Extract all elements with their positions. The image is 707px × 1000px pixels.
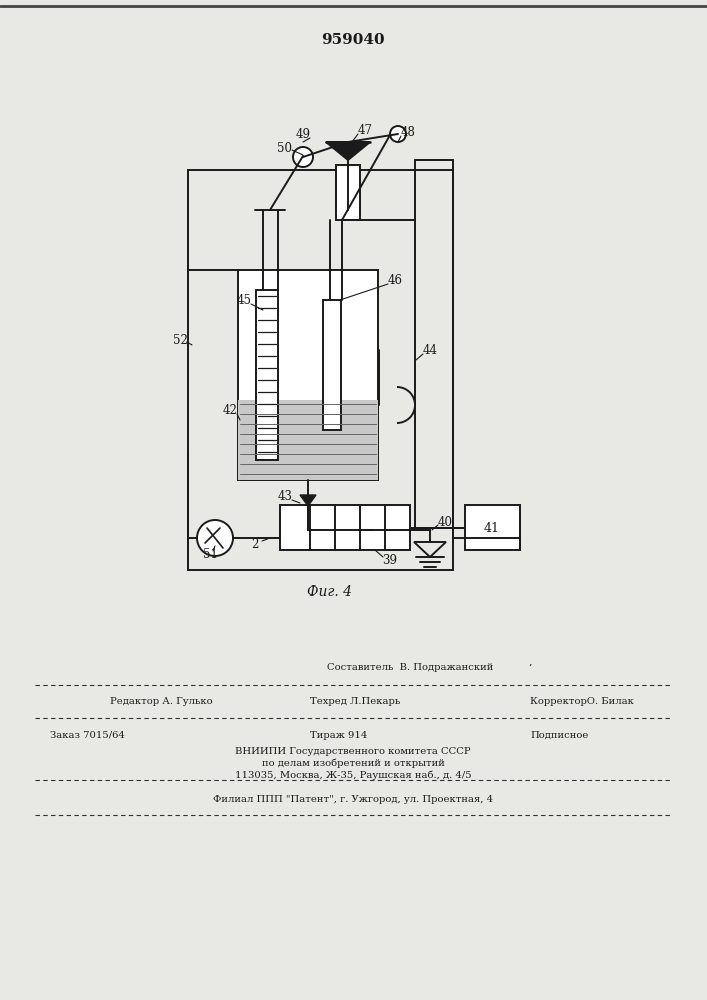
Polygon shape [326, 142, 370, 160]
Text: 49: 49 [296, 127, 310, 140]
Text: 47: 47 [358, 123, 373, 136]
Bar [188, 170, 453, 570]
Bar [465, 505, 520, 550]
Bar [336, 165, 360, 220]
Text: по делам изобретений и открытий: по делам изобретений и открытий [262, 758, 445, 768]
Text: Заказ 7015/64: Заказ 7015/64 [50, 730, 125, 740]
Text: 959040: 959040 [321, 33, 385, 47]
Text: 51: 51 [203, 548, 218, 562]
Text: Филиал ППП "Патент", г. Ужгород, ул. Проектная, 4: Филиал ППП "Патент", г. Ужгород, ул. Про… [213, 796, 493, 804]
Text: Составитель  В. Подражанский: Составитель В. Подражанский [327, 664, 493, 672]
Text: 46: 46 [387, 273, 402, 286]
Text: Техред Л.Пекарь: Техред Л.Пекарь [310, 698, 400, 706]
Text: 43: 43 [278, 489, 293, 502]
Bar [238, 400, 378, 480]
Polygon shape [300, 495, 316, 506]
Text: 45: 45 [237, 294, 252, 306]
Text: 42: 42 [223, 403, 238, 416]
Text: Подписное: Подписное [530, 730, 588, 740]
Circle shape [373, 523, 387, 537]
Bar [256, 290, 278, 460]
Text: ВНИИПИ Государственного комитета СССР: ВНИИПИ Государственного комитета СССР [235, 746, 471, 756]
Text: ’: ’ [528, 664, 532, 672]
Circle shape [197, 520, 233, 556]
Text: 52: 52 [173, 334, 187, 347]
Text: Фиг. 4: Фиг. 4 [308, 585, 353, 599]
Text: Тираж 914: Тираж 914 [310, 730, 368, 740]
Text: КорректорО. Билак: КорректорО. Билак [530, 698, 634, 706]
Text: 2: 2 [251, 538, 259, 552]
Bar [323, 300, 341, 430]
Circle shape [293, 147, 313, 167]
Bar [280, 505, 410, 550]
Text: Редактор А. Гулько: Редактор А. Гулько [110, 698, 213, 706]
Circle shape [390, 126, 406, 142]
Bar [238, 270, 378, 480]
Text: 48: 48 [401, 125, 416, 138]
Text: 39: 39 [382, 554, 397, 566]
Text: 113035, Москва, Ж-35, Раушская наб., д. 4/5: 113035, Москва, Ж-35, Раушская наб., д. … [235, 770, 472, 780]
Text: 41: 41 [484, 522, 500, 534]
Text: 40: 40 [438, 516, 452, 528]
Text: 50: 50 [278, 141, 293, 154]
Text: 44: 44 [423, 344, 438, 357]
